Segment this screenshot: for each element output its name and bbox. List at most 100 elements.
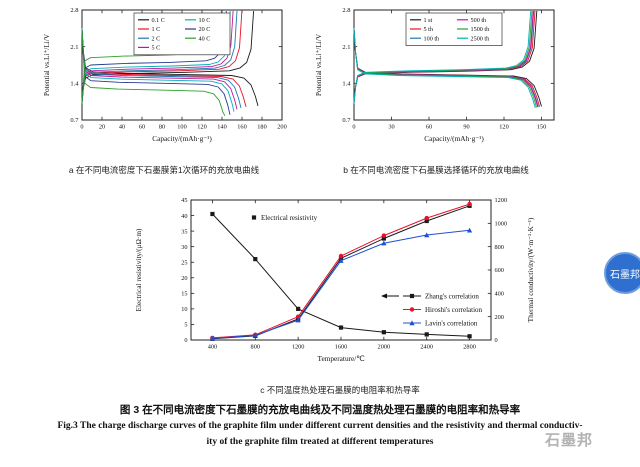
figure-caption-chinese: 图 3 在不同电流密度下石墨膜的充放电曲线及不同温度热处理石墨膜的电阻率和热导率 xyxy=(119,404,521,416)
chart-text: Potential vs.Li⁺/Li/V xyxy=(42,33,51,96)
chart-text: Lavin's correlation xyxy=(425,319,478,327)
chart-text: 40 C xyxy=(199,35,211,42)
chart-text: 100 th xyxy=(424,35,441,42)
chart-text: 1500 th xyxy=(471,26,491,33)
chart-text: 150 xyxy=(537,124,546,131)
chart-text: Zhang's correlation xyxy=(425,292,479,300)
chart-text: 100 xyxy=(177,124,186,131)
chart-text: 2.8 xyxy=(342,7,350,14)
chart-text: 1 st xyxy=(424,17,433,24)
curve-2500-th xyxy=(353,28,536,109)
chart-text: 10 xyxy=(181,306,187,313)
chart-text: 20 xyxy=(181,275,187,282)
chart-text: 160 xyxy=(237,124,246,131)
chart-text: Capacity/(mAh·g⁻¹) xyxy=(424,134,484,143)
chart-b-svg: 0 30 60 90 120 150 0.7 1.4 2.1 2.8 Capacity/(mAh·g… xyxy=(314,7,555,143)
marker-triangle-icon xyxy=(466,227,473,233)
legend-box xyxy=(133,12,231,56)
figure-caption-english-line2: ity of the graphite film treated at diff… xyxy=(206,437,434,447)
chart-text: 1.4 xyxy=(70,81,79,88)
chart-text: 60 xyxy=(139,124,145,131)
chart-text: 2500 th xyxy=(471,35,491,42)
chart-text: 0 xyxy=(80,124,83,131)
chart-text: 0.7 xyxy=(70,117,79,124)
chart-text: Thermal conductivity/(W·m⁻¹·K⁻¹) xyxy=(526,217,535,322)
chart-text: 2400 xyxy=(420,344,433,351)
chart-text: 800 xyxy=(495,244,504,251)
marker-circle-icon xyxy=(467,201,472,207)
chart-text: 5 C xyxy=(152,45,161,52)
marker-triangle-icon xyxy=(409,320,415,326)
watermark-text: 石墨邦 xyxy=(545,432,594,449)
marker-circle-icon xyxy=(409,307,415,312)
curve-Electrical-resistivity xyxy=(212,213,470,337)
chart-text: 80 xyxy=(159,124,165,131)
chart-text: 2.1 xyxy=(70,44,78,51)
caption-b: b 在不同电流密度下石墨膜选择循环的充放电曲线 xyxy=(343,165,529,175)
chart-text: Potential vs.Li⁺/Li/V xyxy=(314,33,323,96)
marker-square-icon xyxy=(251,215,257,220)
chart-text: 90 xyxy=(463,124,469,131)
chart-text: Electrical resistivity xyxy=(261,214,318,222)
marker-circle-icon xyxy=(381,233,387,238)
marker-triangle-icon xyxy=(338,258,344,263)
marker-square-icon xyxy=(409,293,415,299)
chart-text: 0 xyxy=(352,124,355,131)
chart-text: 800 xyxy=(251,344,260,351)
chart-c-resistivity-conductivity: 400 800 1200 1600 2000 2400 2800 0 5 10 15 20 25 30 35… xyxy=(125,190,555,382)
curve-2500-th xyxy=(353,10,532,104)
chart-text: 35 xyxy=(181,228,187,235)
chart-text: 200 xyxy=(495,314,504,321)
marker-triangle-icon xyxy=(295,317,301,323)
chart-text: 5 xyxy=(184,322,187,329)
chart-text: 45 xyxy=(181,197,187,204)
chart-text: Capacity/(mAh·g⁻¹) xyxy=(152,134,212,143)
marker-square-icon xyxy=(296,306,301,311)
chart-text: 0 xyxy=(495,337,498,344)
chart-a-rate-curves: 0 20 40 60 80 100 120 140 160 180 200 0.7 1.4 2.1 2.8 C… xyxy=(36,2,292,162)
chart-text: 0.7 xyxy=(342,117,351,124)
chart-text: 30 xyxy=(181,244,187,251)
watermark-badge-logo: 石墨邦 xyxy=(604,252,640,294)
chart-text: 1.4 xyxy=(342,81,351,88)
chart-text: 40 xyxy=(181,213,187,220)
chart-text: 2.8 xyxy=(70,7,78,14)
chart-text: Hiroshi's correlation xyxy=(425,306,483,314)
chart-text: 20 C xyxy=(199,26,211,33)
marker-triangle-icon xyxy=(424,232,430,238)
chart-a-svg: 0 20 40 60 80 100 120 140 160 180 200 0.7 1.4 2.1 2.8 C… xyxy=(42,7,287,143)
marker-square-icon xyxy=(253,257,258,262)
watermark-badge-label: 石墨邦 xyxy=(610,269,640,281)
chart-text: 2000 xyxy=(378,344,391,351)
chart-text: 25 xyxy=(181,259,187,266)
marker-circle-icon xyxy=(338,253,344,259)
chart-b-cycle-curves: 0 30 60 90 120 150 0.7 1.4 2.1 2.8 Capacity/(mAh·g… xyxy=(308,2,564,162)
figure-caption-english-line1: Fig.3 The charge discharge curves of the… xyxy=(57,421,583,431)
chart-text: 20 xyxy=(99,124,105,131)
chart-c-svg: 400 800 1200 1600 2000 2400 280005101520253035… xyxy=(134,197,535,363)
marker-triangle-icon xyxy=(209,335,216,341)
marker-square-icon xyxy=(381,330,386,335)
curve-Hiroshi-s-correlation xyxy=(212,203,470,339)
marker-square-icon xyxy=(210,211,215,217)
chart-text: 2.1 xyxy=(342,44,350,51)
chart-text: 140 xyxy=(217,124,226,131)
chart-text: 120 xyxy=(197,124,206,131)
chart-text: 1200 xyxy=(292,344,305,351)
chart-text: 1000 xyxy=(495,221,508,228)
caption-c: c 不同温度热处理石墨膜的电阻率和热导率 xyxy=(260,385,420,395)
chart-text: Electrical resistivity/(μΩ·m) xyxy=(134,228,143,311)
chart-text: 1200 xyxy=(495,197,508,204)
chart-text: 5 th xyxy=(424,26,434,33)
chart-text: 15 xyxy=(181,291,187,298)
chart-text: 120 xyxy=(499,124,508,131)
chart-text: 0.1 C xyxy=(152,17,165,24)
marker-square-icon xyxy=(467,334,472,339)
marker-square-icon xyxy=(381,236,386,241)
chart-text: 30 xyxy=(388,124,394,131)
marker-square-icon xyxy=(424,332,429,337)
chart-text: Temperature/℃ xyxy=(318,354,365,363)
legend-box xyxy=(405,12,503,46)
chart-text: 1600 xyxy=(335,344,348,351)
marker-circle-icon xyxy=(424,215,429,221)
